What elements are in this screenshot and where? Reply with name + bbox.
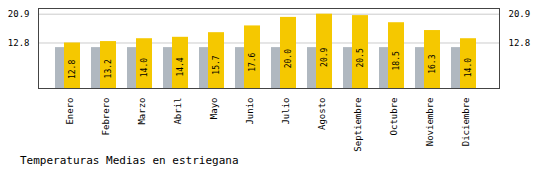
svg-text:12.8: 12.8 bbox=[68, 60, 77, 79]
svg-text:20.9: 20.9 bbox=[320, 47, 329, 66]
svg-text:Octubre: Octubre bbox=[389, 98, 399, 136]
svg-text:20.0: 20.0 bbox=[284, 49, 293, 68]
svg-text:20.9: 20.9 bbox=[509, 9, 531, 19]
svg-text:14.0: 14.0 bbox=[464, 58, 473, 77]
svg-text:12.8: 12.8 bbox=[509, 38, 531, 48]
svg-text:18.5: 18.5 bbox=[392, 51, 401, 70]
svg-text:Marzo: Marzo bbox=[137, 98, 147, 125]
svg-text:20.9: 20.9 bbox=[8, 9, 30, 19]
svg-text:Enero: Enero bbox=[65, 98, 75, 125]
svg-text:Julio: Julio bbox=[281, 98, 291, 125]
svg-text:Noviembre: Noviembre bbox=[425, 98, 435, 147]
html-text:Temperaturas Medias en estrieg: Temperaturas Medias en estriegana bbox=[20, 154, 239, 167]
svg-text:17.6: 17.6 bbox=[248, 52, 257, 71]
svg-text:12.8: 12.8 bbox=[8, 38, 30, 48]
svg-text:Diciembre: Diciembre bbox=[461, 98, 471, 147]
svg-text:Mayo: Mayo bbox=[209, 98, 219, 120]
svg-text:Agosto: Agosto bbox=[317, 98, 327, 131]
svg-text:Septiembre: Septiembre bbox=[353, 98, 363, 152]
svg-text:20.5: 20.5 bbox=[356, 48, 365, 67]
svg-text:Abril: Abril bbox=[173, 98, 183, 125]
svg-text:Junio: Junio bbox=[245, 98, 255, 125]
svg-text:14.0: 14.0 bbox=[140, 58, 149, 77]
svg-text:13.2: 13.2 bbox=[104, 59, 113, 78]
svg-text:16.3: 16.3 bbox=[428, 54, 437, 73]
svg-text:15.7: 15.7 bbox=[212, 55, 221, 74]
svg-text:Febrero: Febrero bbox=[101, 98, 111, 136]
svg-text:14.4: 14.4 bbox=[176, 57, 185, 76]
